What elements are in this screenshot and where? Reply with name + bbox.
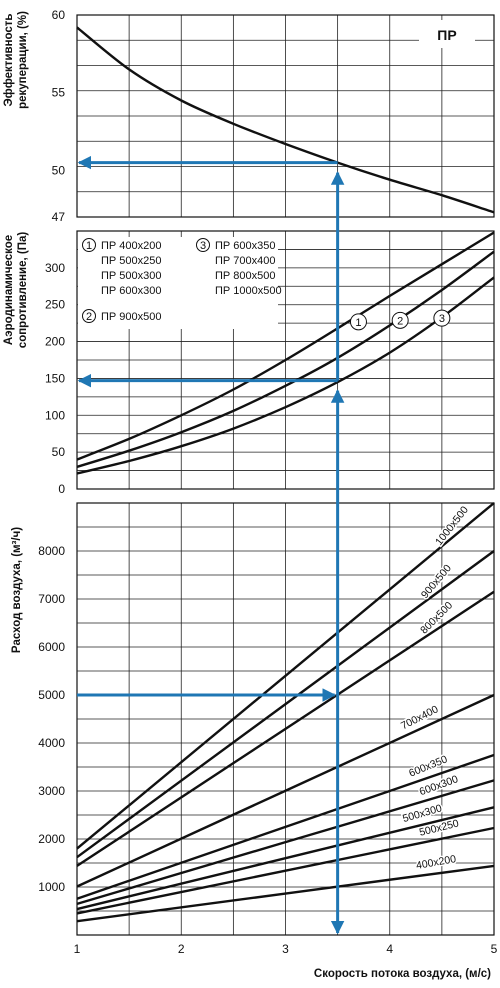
y-tick-label: 6000 bbox=[38, 640, 65, 654]
airflow-line-1000x500 bbox=[76, 502, 495, 850]
legend-group-2-circle bbox=[82, 309, 96, 323]
y-axis-label-pressure-line: Аэродинамическое bbox=[3, 235, 15, 345]
y-tick-label: 0 bbox=[58, 482, 65, 496]
airflow-line-400x200 bbox=[76, 864, 495, 923]
y-tick-label: 4000 bbox=[38, 736, 65, 750]
legend-group-1-num: 1 bbox=[86, 240, 92, 252]
y-tick-label: 1000 bbox=[38, 880, 65, 894]
y-tick-label: 5000 bbox=[38, 688, 65, 702]
airflow-line-800x500 bbox=[76, 590, 495, 867]
airflow-line-label: 600x350 bbox=[407, 753, 449, 779]
curve-marker-label: 2 bbox=[397, 315, 403, 327]
y-axis-label-efficiency: Эффективность рекуперации, (%) bbox=[3, 11, 29, 109]
airflow-line-600x300 bbox=[76, 779, 495, 906]
example-arrows bbox=[77, 155, 345, 935]
legend-group-1-entry: ПР 500x250 bbox=[101, 255, 162, 267]
curve-marker-circle bbox=[433, 309, 451, 327]
airflow-line-label: 900x500 bbox=[419, 562, 454, 601]
airflow-line-500x300 bbox=[76, 806, 495, 911]
airflow-line-label: 400x200 bbox=[415, 853, 457, 872]
efficiency-curve bbox=[76, 26, 495, 214]
y-tick-label: 150 bbox=[45, 371, 65, 385]
y-tick-label: 60 bbox=[52, 8, 66, 22]
y-tick-label: 250 bbox=[45, 298, 65, 312]
y-tick-label: 8000 bbox=[38, 544, 65, 558]
legend-group-3-circle bbox=[196, 238, 210, 252]
airflow-line-700x400 bbox=[76, 693, 495, 888]
curve-marker-label: 1 bbox=[355, 317, 361, 329]
airflow-line-600x350 bbox=[76, 753, 495, 900]
curve-marker-circle bbox=[349, 313, 367, 331]
y-tick-label: 47 bbox=[52, 210, 66, 224]
y-tick-label: 200 bbox=[45, 335, 65, 349]
pressure-curve-2 bbox=[76, 250, 495, 469]
y-axis-label-pressure-line: сопротивление, (Па) bbox=[17, 232, 29, 349]
legend-background bbox=[78, 237, 278, 329]
y-tick-label: 300 bbox=[45, 261, 65, 275]
legend-group-1-entry: ПР 500x300 bbox=[101, 270, 162, 282]
legend-group-3-num: 3 bbox=[200, 240, 206, 252]
curve-marker-circle bbox=[391, 311, 409, 329]
x-tick-label: 3 bbox=[282, 942, 289, 956]
y-axis-label-pressure: Аэродинамическое сопротивление, (Па) bbox=[3, 232, 29, 349]
y-axis-label-airflow-line: Расход воздуха, (м³/ч) bbox=[11, 527, 23, 653]
airflow-line-900x500 bbox=[76, 550, 495, 859]
y-tick-label: 3000 bbox=[38, 784, 65, 798]
badge-box bbox=[419, 20, 475, 48]
y-axis-label-efficiency-line: Эффективность bbox=[3, 14, 15, 107]
legend-group-3-entry: ПР 1000x500 bbox=[215, 285, 282, 297]
x-tick-label: 4 bbox=[386, 942, 393, 956]
legend-group-3-entry: ПР 800x500 bbox=[215, 270, 276, 282]
pressure-curve-3 bbox=[76, 276, 495, 475]
x-tick-label: 5 bbox=[491, 942, 498, 956]
airflow-line-label: 800x500 bbox=[418, 599, 455, 636]
airflow-line-label: 600x300 bbox=[418, 773, 460, 798]
legend-group-1-entry: ПР 400x200 bbox=[101, 240, 162, 252]
pressure-curve-1 bbox=[76, 231, 495, 461]
y-axis-label-airflow: Расход воздуха, (м³/ч) bbox=[11, 527, 23, 653]
y-tick-label: 50 bbox=[52, 163, 66, 177]
airflow-line-500x250 bbox=[76, 826, 495, 915]
y-tick-label: 55 bbox=[52, 86, 66, 100]
x-axis-label: Скорость потока воздуха, (м/с) bbox=[314, 968, 491, 980]
curve-marker-label: 3 bbox=[439, 313, 445, 325]
legend-group-2-entry: ПР 900x500 bbox=[101, 311, 162, 323]
y-tick-label: 7000 bbox=[38, 592, 65, 606]
badge-label: ПР bbox=[437, 27, 456, 43]
legend-group-3-entry: ПР 700x400 bbox=[215, 255, 276, 267]
curve-layer bbox=[76, 26, 495, 923]
legend-group-2-num: 2 bbox=[86, 311, 92, 323]
y-tick-label: 50 bbox=[52, 445, 66, 459]
x-tick-label: 1 bbox=[74, 942, 81, 956]
legend-group-3-entry: ПР 600x350 bbox=[215, 240, 276, 252]
y-axis-label-efficiency-line: рекуперации, (%) bbox=[17, 11, 29, 109]
x-tick-label: 2 bbox=[178, 942, 185, 956]
y-tick-label: 2000 bbox=[38, 832, 65, 846]
legend-group-1-entry: ПР 600x300 bbox=[101, 285, 162, 297]
y-tick-label: 100 bbox=[45, 408, 65, 422]
legend-group-1-circle bbox=[82, 238, 96, 252]
